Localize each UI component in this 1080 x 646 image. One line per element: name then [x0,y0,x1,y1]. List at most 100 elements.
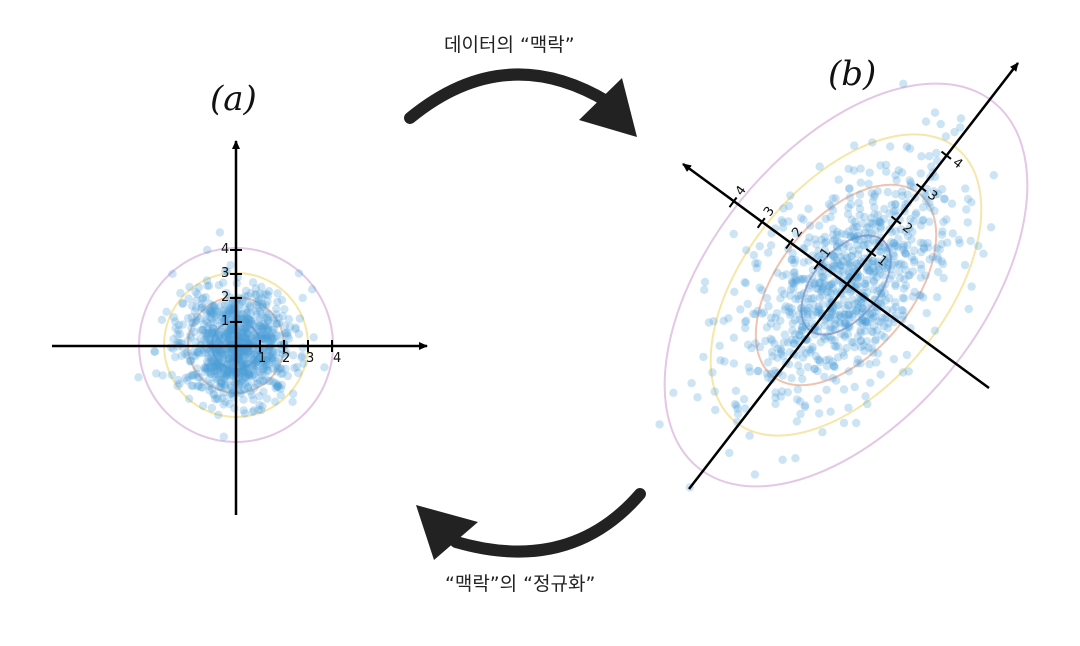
scatter-point [803,362,813,372]
scatter-point [268,364,278,373]
scatter-point [184,372,193,382]
scatter-point [815,293,824,302]
scatter-point [730,400,740,409]
scatter-point [752,263,761,273]
scatter-point [847,251,856,261]
scatter-point [733,409,743,418]
scatter-point [729,333,739,342]
scatter-point [262,362,271,371]
scatter-point [819,275,828,284]
scatter-point [249,355,258,364]
scatter-point [841,317,850,327]
scatter-point [927,162,936,171]
scatter-point [777,216,786,225]
scatter-point [210,367,219,376]
scatter-point [877,289,886,298]
scatter-point [226,358,235,368]
scatter-point [255,289,265,298]
scatter-point [246,387,255,396]
scatter-point [274,382,283,392]
scatter-point [220,301,230,310]
scatter-point [862,321,872,330]
scatter-point [211,359,220,368]
scatter-point [243,292,253,301]
scatter-point [219,353,228,363]
scatter-point [850,382,859,392]
scatter-point [724,314,733,323]
scatter-point [805,281,814,290]
scatter-point [237,377,246,386]
scatter-point [916,260,926,269]
scatter-point [836,261,845,270]
scatter-point [235,331,244,341]
scatter-point [272,331,281,340]
scatter-point [193,348,202,357]
scatter-point [213,357,222,366]
scatter-point [891,280,900,289]
scatter-point [243,383,253,392]
panel-a-axes: 1 2 3 4 1 2 3 4 [52,140,428,515]
scatter-point [876,161,885,170]
scatter-point [218,335,227,344]
scatter-point [227,368,236,378]
scatter-point [885,274,894,284]
scatter-point [861,392,870,401]
scatter-point [250,350,259,359]
scatter-point [254,318,263,327]
scatter-point [761,336,770,346]
scatter-point [213,361,222,370]
scatter-point [817,272,827,282]
scatter-point [216,369,225,378]
scatter-point [244,314,254,324]
scatter-point [297,351,307,360]
scatter-point [919,293,928,302]
scatter-point [815,306,824,315]
scatter-point [891,206,901,215]
scatter-point [916,291,925,300]
scatter-point [248,407,257,416]
scatter-point [780,290,789,299]
scatter-point [778,223,788,232]
scatter-point [250,337,260,346]
scatter-point [241,333,250,343]
scatter-point [773,353,782,362]
scatter-point [868,138,877,147]
scatter-point [862,275,872,285]
scatter-point [263,313,272,322]
scatter-point [884,243,893,252]
scatter-point [818,300,827,309]
scatter-point [188,371,198,380]
scatter-point [824,355,834,364]
scatter-point [217,378,226,387]
scatter-point [905,270,914,280]
scatter-point [863,264,872,273]
scatter-point [254,298,263,307]
scatter-point [258,323,268,333]
scatter-point [266,376,275,386]
scatter-point [244,315,254,324]
scatter-point [840,318,849,328]
scatter-point [186,332,195,342]
scatter-point [214,410,223,420]
scatter-point [860,327,870,336]
scatter-point [829,224,838,233]
scatter-point [236,359,245,368]
scatter-point [181,373,190,383]
scatter-point [749,251,759,260]
scatter-point [824,200,834,209]
scatter-point [792,277,801,286]
scatter-point [263,357,272,366]
scatter-point [224,326,233,335]
scatter-point [158,371,167,380]
scatter-point [198,349,207,358]
scatter-point [804,204,813,213]
scatter-point [886,265,896,274]
scatter-point [245,370,254,379]
scatter-point [814,251,824,260]
scatter-point [870,192,879,201]
scatter-point [800,274,809,284]
scatter-point [844,227,853,236]
scatter-point [669,388,678,397]
scatter-point [183,336,193,345]
scatter-point [776,344,785,354]
